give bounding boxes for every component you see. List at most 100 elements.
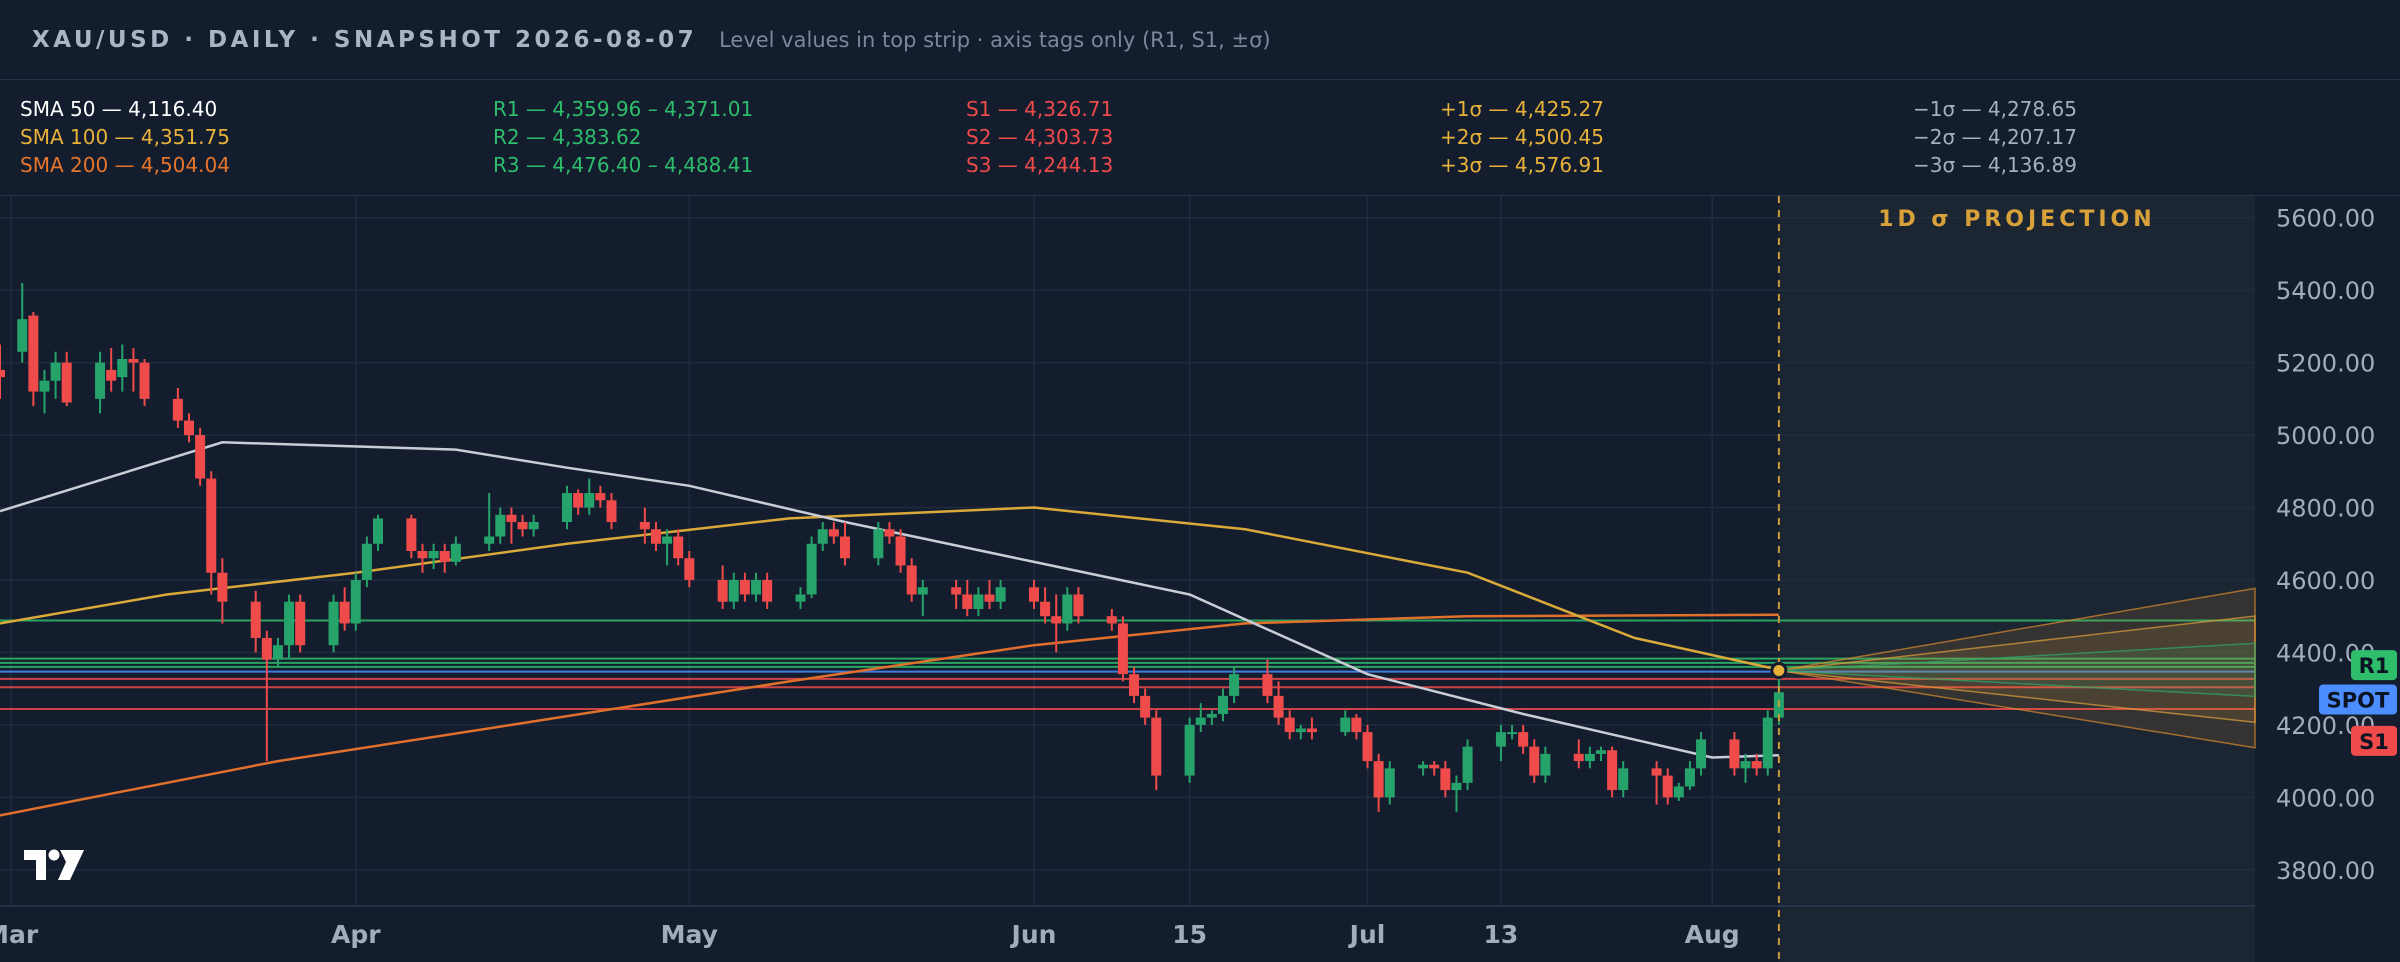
sigma-band — [1778, 642, 2256, 698]
candle-body — [1373, 761, 1384, 798]
x-tick-label: 15 — [1172, 920, 1207, 949]
candle-body — [739, 579, 750, 595]
candle-body — [1151, 717, 1162, 776]
minus3-sigma-level: −3σ — 4,136.89 — [1913, 153, 2077, 177]
axis-tag-label: R1 — [2359, 654, 2390, 678]
axis-tags: R1 SPOT S1 — [2319, 650, 2397, 756]
candle-body — [1129, 674, 1140, 696]
candle-body — [906, 565, 917, 595]
axis-tag-label: S1 — [2359, 730, 2389, 754]
candle-body — [1762, 717, 1773, 769]
candle-body — [1429, 764, 1440, 769]
candle-body — [1451, 782, 1462, 791]
candle-body — [28, 315, 39, 392]
candle-body — [962, 594, 973, 609]
sma200-level: SMA 200 — 4,504.04 — [20, 153, 230, 177]
candle-body — [1684, 768, 1695, 787]
candle-body — [1217, 695, 1228, 715]
candle-body — [406, 518, 417, 551]
resistance-levels: R1 — 4,359.96 – 4,371.01 R2 — 4,383.62 R… — [493, 95, 753, 179]
candle-body — [1351, 717, 1362, 733]
candle-body — [206, 478, 217, 573]
candle-body — [806, 543, 817, 595]
r2-level: R2 — 4,383.62 — [493, 125, 642, 149]
y-tick-label: 5200.00 — [2276, 350, 2375, 378]
candle-body — [439, 551, 450, 562]
candle-body — [61, 362, 72, 403]
x-tick-label: Apr — [331, 920, 381, 949]
candle-body — [1440, 768, 1451, 791]
chart-header: XAU/USD · DAILY · SNAPSHOT 2026-08-07 Le… — [0, 0, 2400, 80]
x-axis: Mar Apr May Jun 15 Jul 13 Aug — [0, 920, 1740, 949]
x-tick-label: May — [661, 920, 718, 949]
candle-body — [1462, 746, 1473, 783]
candle-body — [828, 529, 839, 537]
candle-body — [1729, 739, 1740, 769]
candle-body — [817, 529, 828, 544]
sma50-level: SMA 50 — 4,116.40 — [20, 97, 218, 121]
chart-title: XAU/USD · DAILY · SNAPSHOT 2026-08-07 — [32, 26, 698, 53]
sma200-line — [0, 613, 1779, 817]
candle-body — [995, 587, 1006, 602]
candle-body — [839, 536, 850, 559]
candle-body — [1696, 739, 1707, 769]
candle-body — [1295, 728, 1306, 733]
candle-body — [1651, 768, 1662, 776]
candle-body — [1362, 732, 1373, 762]
candle-body — [328, 601, 339, 646]
candle-body — [751, 579, 762, 595]
candle-body — [884, 529, 895, 537]
candle-body — [484, 536, 495, 544]
candle-body — [1028, 587, 1039, 602]
candle-body — [50, 362, 61, 381]
plus1-sigma-level: +1σ — 4,425.27 — [1440, 97, 1604, 121]
moving-averages — [0, 441, 1780, 817]
candle-body — [361, 543, 372, 580]
candle-body — [139, 362, 150, 399]
candle-body — [673, 536, 684, 559]
candle-body — [1229, 674, 1240, 696]
candle-body — [373, 518, 384, 544]
price-chart[interactable]: 1D σ PROJECTION 5600.00 5400.00 5200.00 500… — [0, 196, 2400, 962]
sigma-up-levels: +1σ — 4,425.27 +2σ — 4,500.45 +3σ — 4,57… — [1440, 95, 1604, 179]
s3-level: S3 — 4,244.13 — [966, 153, 1114, 177]
candle-body — [528, 522, 539, 530]
candle-body — [1418, 764, 1429, 769]
candle-body — [1140, 695, 1151, 718]
candle-body — [295, 601, 306, 646]
projection-label: 1D σ PROJECTION — [1878, 207, 2155, 232]
candle-body — [1195, 717, 1206, 725]
candle-body — [1340, 717, 1351, 733]
candle-body — [595, 493, 606, 501]
candle-body — [272, 645, 283, 660]
candle-body — [1618, 768, 1629, 791]
axis-tag-box — [2351, 725, 2397, 756]
x-tick-label: 13 — [1484, 920, 1519, 949]
minus2-sigma-level: −2σ — 4,207.17 — [1913, 125, 2077, 149]
candle-body — [606, 500, 617, 523]
candle-body — [873, 529, 884, 559]
candle-body — [1384, 768, 1395, 798]
candle-body — [17, 319, 28, 352]
candle-body — [417, 551, 428, 559]
r1-level: R1 — 4,359.96 – 4,371.01 — [493, 97, 754, 121]
candle-body — [917, 587, 928, 595]
y-tick-label: 5000.00 — [2276, 422, 2375, 450]
x-tick-label: Jul — [1348, 920, 1386, 949]
x-tick-label: Mar — [0, 920, 39, 949]
projection-zone — [1778, 196, 2255, 962]
candle-body — [339, 601, 350, 624]
candle-body — [428, 551, 439, 559]
candle-body — [584, 493, 595, 508]
candle-body — [450, 543, 461, 562]
candle-body — [973, 594, 984, 609]
candle-body — [1607, 750, 1618, 791]
candle-body — [1262, 674, 1273, 696]
candle-body — [1540, 753, 1551, 776]
candle-body — [95, 362, 106, 399]
candle-body — [250, 601, 261, 638]
candle-body — [128, 359, 139, 363]
candle-body — [506, 514, 517, 523]
spot-marker — [1770, 662, 1788, 680]
y-tick-label: 4600.00 — [2276, 567, 2375, 595]
